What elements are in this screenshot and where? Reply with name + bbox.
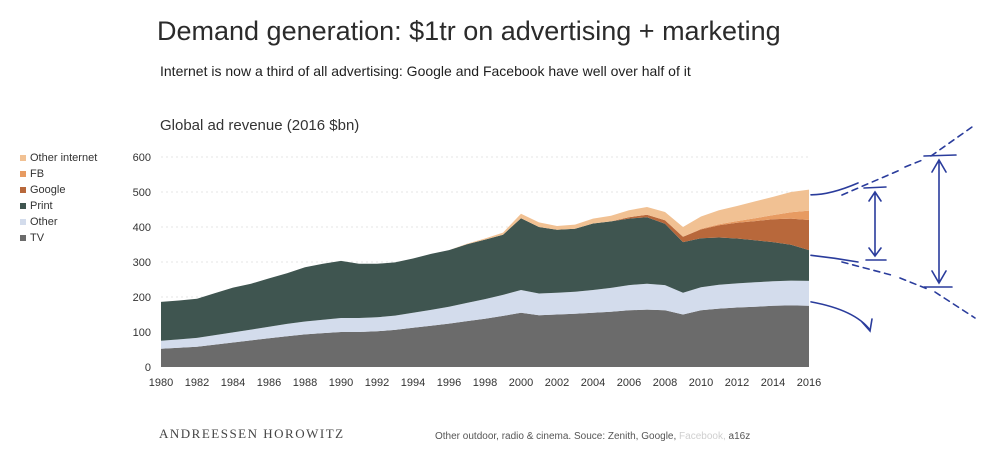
y-tick-label: 500: [133, 187, 151, 199]
arrowhead-icon: [861, 318, 873, 333]
x-tick-label: 2010: [689, 377, 713, 389]
bracket-caps-small: [863, 186, 887, 261]
source-note: Other outdoor, radio & cinema. Souce: Ze…: [435, 431, 750, 442]
x-tick-label: 1988: [293, 377, 317, 389]
legend-label: Google: [30, 184, 66, 196]
legend-item-other: Other: [20, 214, 97, 230]
source-note-main: outdoor, radio & cinema. Souce: Zenith, …: [460, 431, 677, 442]
legend-swatch: [20, 155, 26, 161]
legend-label: FB: [30, 168, 45, 180]
page-subtitle: Internet is now a third of all advertisi…: [160, 63, 691, 79]
chart-title: Global ad revenue (2016 $bn): [160, 117, 360, 134]
x-tick-label: 2000: [509, 377, 533, 389]
chart-legend: Other internet FB Google Print Other TV: [20, 150, 97, 246]
x-tick-label: 1984: [221, 377, 245, 389]
source-note-faint: Facebook,: [676, 431, 726, 442]
y-tick-label: 600: [133, 152, 151, 164]
legend-swatch: [20, 171, 26, 177]
x-tick-label: 1986: [257, 377, 281, 389]
x-tick-label: 2012: [725, 377, 749, 389]
x-tick-label: 1980: [149, 377, 173, 389]
x-tick-label: 1996: [437, 377, 461, 389]
x-tick-label: 2014: [761, 377, 785, 389]
y-tick-label: 0: [145, 362, 151, 374]
x-tick-label: 1982: [185, 377, 209, 389]
annotation-line-lower: [810, 254, 859, 263]
source-note-suffix: a16z: [725, 431, 751, 442]
area-tv: [161, 305, 809, 367]
annotation-line-upper: [810, 182, 859, 196]
double-arrow-small-icon: [868, 190, 882, 258]
x-tick-label: 2006: [617, 377, 641, 389]
legend-swatch: [20, 235, 26, 241]
legend-item-other-internet: Other internet: [20, 150, 97, 166]
legend-item-google: Google: [20, 182, 97, 198]
y-tick-label: 100: [133, 327, 151, 339]
area-google: [161, 214, 809, 302]
legend-swatch: [20, 203, 26, 209]
y-tick-label: 300: [133, 257, 151, 269]
y-tick-label: 200: [133, 292, 151, 304]
x-tick-label: 1990: [329, 377, 353, 389]
axis-ticks: 0 100 200 300 400 500 600 1980 1982 1984 1986 1988 1…: [133, 152, 822, 389]
area-other: [161, 280, 809, 349]
source-note-prefix: Other: [435, 431, 461, 442]
x-tick-label: 1992: [365, 377, 389, 389]
x-tick-label: 2002: [545, 377, 569, 389]
stacked-area-chart: 0 100 200 300 400 500 600 1980 1982 1984 1986 1988 1…: [133, 126, 976, 389]
series-areas: [161, 189, 809, 367]
legend-label: Other: [30, 216, 58, 228]
x-tick-label: 2016: [797, 377, 821, 389]
legend-label: TV: [30, 232, 45, 244]
x-tick-label: 1998: [473, 377, 497, 389]
bracket-caps-large: [923, 154, 957, 288]
annotation-curve-arrow: [810, 301, 871, 331]
legend-swatch: [20, 187, 26, 193]
legend-label: Print: [30, 200, 53, 212]
page-title: Demand generation: $1tr on advertising +…: [157, 16, 781, 46]
y-tick-label: 400: [133, 222, 151, 234]
legend-item-tv: TV: [20, 230, 97, 246]
legend-label: Other internet: [30, 152, 98, 164]
x-tick-label: 1994: [401, 377, 425, 389]
dashed-guide-upper: [841, 126, 973, 196]
legend-item-print: Print: [20, 198, 97, 214]
brand-logo-text: ANDREESSEN HOROWITZ: [159, 426, 345, 441]
double-arrow-large-icon: [931, 158, 947, 285]
legend-swatch: [20, 219, 26, 225]
legend-item-fb: FB: [20, 166, 97, 182]
handwritten-annotations: [810, 126, 976, 333]
x-tick-label: 2004: [581, 377, 605, 389]
dashed-guide-lower: [841, 261, 976, 319]
x-tick-label: 2008: [653, 377, 677, 389]
area-print: [161, 217, 809, 341]
